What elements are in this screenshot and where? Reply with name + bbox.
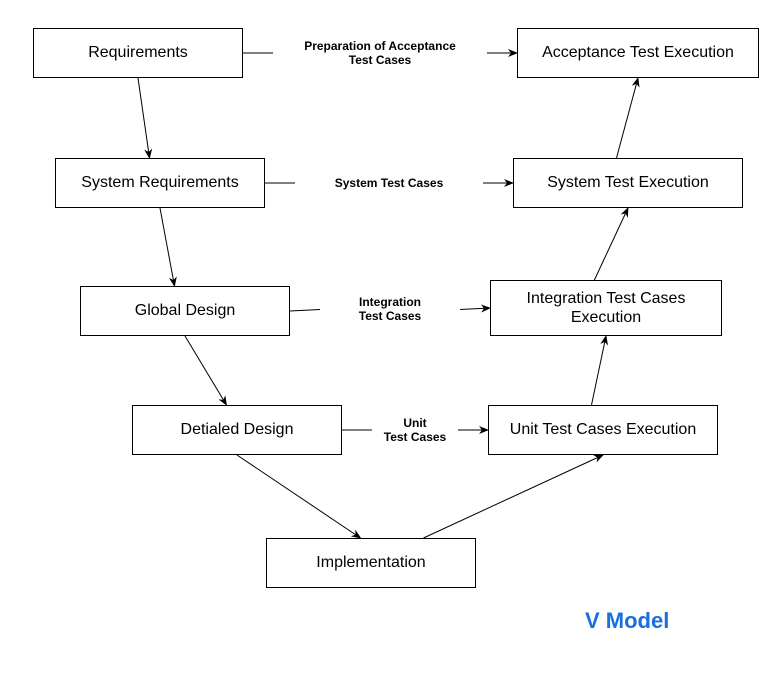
edge-label-detailed-design-unit-exec: UnitTest Cases (372, 416, 458, 445)
edge-label-requirements-acceptance-exec: Preparation of AcceptanceTest Cases (273, 39, 487, 68)
edge-label-global-design-integration-exec: IntegrationTest Cases (320, 295, 460, 324)
node-implementation: Implementation (266, 538, 476, 588)
node-integration-exec: Integration Test CasesExecution (490, 280, 722, 336)
node-system-exec: System Test Execution (513, 158, 743, 208)
node-global-design: Global Design (80, 286, 290, 336)
node-detailed-design: Detialed Design (132, 405, 342, 455)
node-requirements: Requirements (33, 28, 243, 78)
node-unit-exec: Unit Test Cases Execution (488, 405, 718, 455)
node-system-requirements: System Requirements (55, 158, 265, 208)
diagram-title: V Model (585, 608, 669, 634)
edge-label-system-requirements-system-exec: System Test Cases (295, 176, 483, 190)
node-acceptance-exec: Acceptance Test Execution (517, 28, 759, 78)
